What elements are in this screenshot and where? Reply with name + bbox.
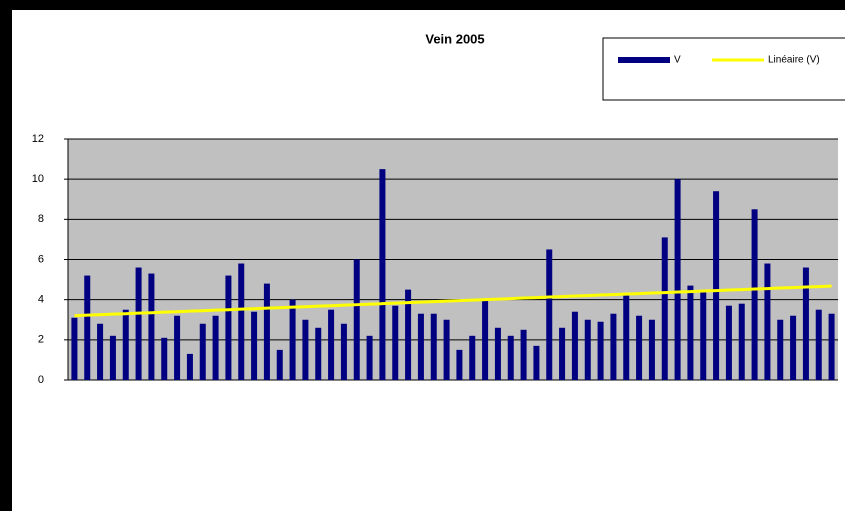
bar (315, 327, 322, 380)
bar (276, 349, 283, 380)
bar (353, 259, 360, 380)
bar (571, 311, 578, 380)
bar (199, 323, 206, 380)
bar (623, 295, 630, 380)
bar (802, 267, 809, 380)
bar (392, 305, 399, 380)
bar (417, 313, 424, 380)
bar (366, 335, 373, 380)
bar (443, 319, 450, 380)
bar (251, 311, 258, 380)
bar (405, 289, 412, 380)
bar (456, 349, 463, 380)
legend-box (602, 37, 845, 101)
bar (764, 263, 771, 380)
legend-swatch (618, 57, 670, 63)
bar (97, 323, 104, 380)
bar (584, 319, 591, 380)
bar (238, 263, 245, 380)
bar (148, 273, 155, 380)
bar (302, 319, 309, 380)
bar (430, 313, 437, 380)
bar (700, 291, 707, 380)
bar (135, 267, 142, 380)
bar (533, 345, 540, 380)
bar (546, 249, 553, 380)
bar (482, 299, 489, 380)
bar (777, 319, 784, 380)
bar (828, 313, 835, 380)
bar (340, 323, 347, 380)
bar (648, 319, 655, 380)
bar (174, 315, 181, 380)
bar (161, 337, 168, 380)
bar (379, 169, 386, 380)
bar (109, 335, 116, 380)
bar (725, 305, 732, 380)
bar (636, 315, 643, 380)
y-tick-label: 0 (38, 374, 44, 386)
bar (661, 237, 668, 380)
bar (469, 335, 476, 380)
bar (328, 309, 335, 380)
bar (751, 209, 758, 380)
bar (738, 303, 745, 380)
bar (815, 309, 822, 380)
bar (520, 329, 527, 380)
trend-line (74, 284, 832, 318)
y-tick-label: 8 (38, 213, 44, 225)
bar (610, 313, 617, 380)
bar (225, 275, 232, 380)
bar (687, 285, 694, 380)
bar (122, 309, 129, 380)
bar (84, 275, 91, 380)
y-tick-label: 4 (38, 294, 44, 306)
chart-title: Vein 2005 (425, 31, 484, 46)
bar (790, 315, 797, 380)
bar (559, 327, 566, 380)
bar (289, 299, 296, 380)
y-tick-label: 6 (38, 253, 44, 265)
bar (212, 315, 219, 380)
y-tick-label: 2 (38, 334, 44, 346)
bar (507, 335, 514, 380)
bar (263, 283, 270, 380)
y-tick-label: 12 (32, 133, 44, 145)
bar (674, 179, 681, 380)
legend-label: Linéaire (V) (768, 55, 820, 66)
bar (186, 353, 193, 380)
bar (597, 321, 604, 380)
legend-label: V (674, 55, 681, 66)
bar (713, 191, 720, 380)
bar (494, 327, 501, 380)
bar (71, 317, 78, 380)
y-tick-label: 10 (32, 173, 44, 185)
